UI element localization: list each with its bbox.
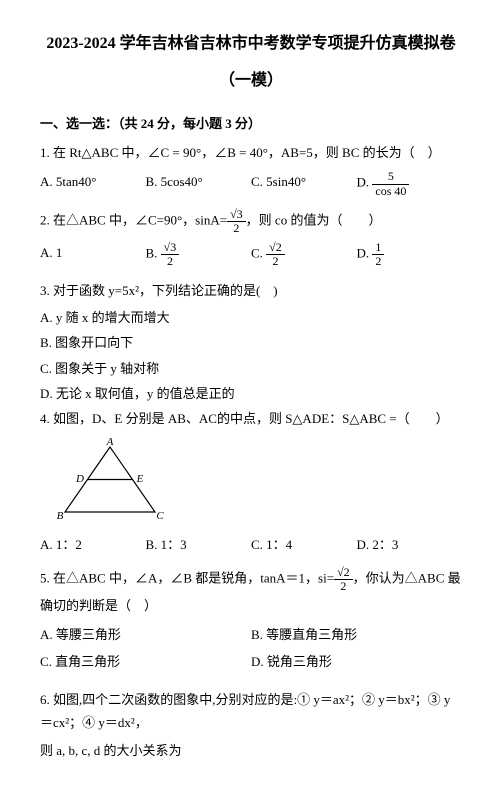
svg-text:C: C [156,510,164,522]
question-1-options: A. 5tan40° B. 5cos40° C. 5sin40° D. 5cos… [40,170,462,197]
question-6-line2: 则 a, b, c, d 的大小关系为 [40,739,462,762]
q4-opt-c: C. 1：4 [251,533,357,556]
q5-opt-b: B. 等腰直角三角形 [251,623,462,646]
question-3: 3. 对于函数 y=5x²，下列结论正确的是( ) [40,279,462,302]
q5-opt-a: A. 等腰三角形 [40,623,251,646]
q2-opt-b: B. √32 [146,241,252,268]
page-title: 2023-2024 学年吉林省吉林市中考数学专项提升仿真模拟卷 [40,30,462,59]
q5-opt-c: C. 直角三角形 [40,650,251,673]
question-4: 4. 如图，D、E 分别是 AB、AC的中点，则 S△ADE：S△ABC =（ … [40,407,462,430]
q4-opt-b: B. 1：3 [146,533,252,556]
question-6: 6. 如图,四个二次函数的图象中,分别对应的是:① y＝ax²；② y＝bx²；… [40,688,462,735]
svg-text:D: D [75,473,84,485]
q4-opt-d: D. 2：3 [357,533,463,556]
q2-opt-d: D. 12 [357,241,463,268]
q1-opt-b: B. 5cos40° [146,170,252,197]
question-2: 2. 在△ABC 中，∠C=90°，sinA=√32，则 co 的值为（ ） [40,208,462,235]
question-5: 5. 在△ABC 中，∠A，∠B 都是锐角，tanA＝1，si=√22，你认为△… [40,566,462,617]
svg-text:E: E [136,473,144,485]
q5-opt-d: D. 锐角三角形 [251,650,462,673]
section-header: 一、选一选：（共 24 分，每小题 3 分） [40,112,462,135]
q3-opt-b: B. 图象开口向下 [40,331,462,354]
q2-opt-a: A. 1 [40,241,146,268]
svg-text:B: B [57,510,64,522]
q3-opt-a: A. y 随 x 的增大而增大 [40,306,462,329]
svg-text:A: A [106,437,114,448]
q1-opt-c: C. 5sin40° [251,170,357,197]
question-1: 1. 在 Rt△ABC 中，∠C = 90°，∠B = 40°，AB=5，则 B… [40,141,462,164]
q4-opt-a: A. 1：2 [40,533,146,556]
page-subtitle: （一模） [40,67,462,96]
q1-opt-a: A. 5tan40° [40,170,146,197]
q3-opt-c: C. 图象关于 y 轴对称 [40,357,462,380]
q3-opt-d: D. 无论 x 取何值，y 的值总是正的 [40,382,462,405]
q1-opt-d: D. 5cos 40 [357,170,463,197]
q2-opt-c: C. √22 [251,241,357,268]
triangle-diagram: A B C D E [50,437,170,527]
question-2-options: A. 1 B. √32 C. √22 D. 12 [40,241,462,268]
question-4-options: A. 1：2 B. 1：3 C. 1：4 D. 2：3 [40,533,462,556]
question-5-options: A. 等腰三角形 B. 等腰直角三角形 C. 直角三角形 D. 锐角三角形 [40,623,462,678]
